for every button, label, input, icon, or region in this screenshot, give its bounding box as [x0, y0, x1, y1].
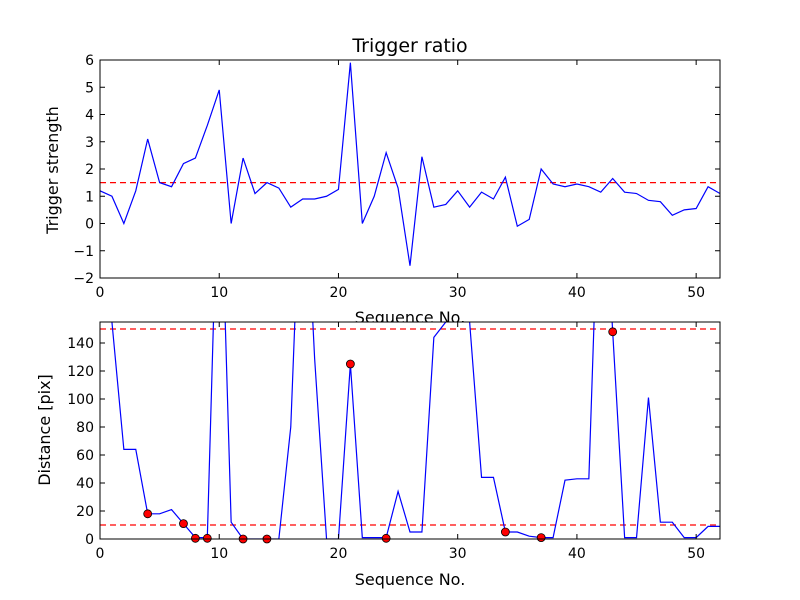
- top-y-tick-label-1: −1: [73, 244, 94, 260]
- bottom-x-tick-label-2: 20: [330, 546, 348, 562]
- top-y-tick-label-7: 5: [85, 80, 94, 96]
- top-y-tick-label-6: 4: [85, 108, 94, 124]
- bottom-y-tick-label-4: 80: [76, 420, 94, 436]
- bottom-x-tick-label-4: 40: [568, 546, 586, 562]
- bottom-x-tick-label-5: 50: [687, 546, 705, 562]
- chart-title: Trigger ratio: [351, 35, 467, 57]
- bottom-y-tick-label-5: 100: [67, 392, 94, 408]
- bottom-plot-frame: [99, 321, 721, 540]
- top-x-tick-label-3: 30: [449, 285, 467, 301]
- bottom-marker-0: [143, 509, 153, 519]
- bottom-x-tick-label-0: 0: [96, 546, 105, 562]
- bottom-marker-6: [345, 359, 355, 369]
- top-y-tick-label-2: 0: [85, 217, 94, 233]
- top-plot-area: [100, 60, 720, 278]
- bottom-marker-10: [608, 327, 618, 337]
- top-x-tick-label-2: 20: [330, 285, 348, 301]
- top-y-tick-label-5: 3: [85, 135, 94, 151]
- bottom-marker-1: [179, 519, 188, 528]
- bottom-y-tick-label-6: 120: [67, 364, 94, 380]
- bottom-y-tick-label-0: 0: [85, 532, 94, 548]
- bottom-x-axis-label: Sequence No.: [355, 570, 466, 589]
- top-x-tick-label-4: 40: [568, 285, 586, 301]
- bottom-marker-2: [190, 533, 200, 543]
- top-x-tick-label-0: 0: [96, 285, 105, 301]
- bottom-y-tick-label-1: 20: [76, 504, 94, 520]
- bottom-x-tick-label-3: 30: [449, 546, 467, 562]
- distance-plot: 0 10 20 30 40 50 0 20 40 60 80 100 120 140: [67, 321, 721, 562]
- bottom-marker-8: [500, 527, 510, 537]
- bottom-y-tick-label-3: 60: [76, 448, 94, 464]
- bottom-marker-7: [381, 533, 391, 543]
- top-y-axis-label: Trigger strength: [43, 106, 62, 235]
- bottom-x-tick-label-1: 10: [210, 546, 228, 562]
- bottom-y-axis-label: Distance [pix]: [35, 374, 54, 486]
- bottom-marker-9: [536, 533, 546, 542]
- top-x-tick-label-5: 50: [687, 285, 705, 301]
- top-y-tick-label-3: 1: [85, 189, 94, 205]
- bottom-y-tick-label-2: 40: [76, 476, 94, 492]
- top-x-tick-label-1: 10: [210, 285, 228, 301]
- bottom-marker-3: [202, 533, 212, 543]
- trigger-ratio-plot: 0 10 20 30 40 50 −2 −1 0 1 2 3 4 5 6: [73, 53, 721, 301]
- top-series-line-0: [100, 62, 720, 266]
- bottom-plot-area: [100, 322, 720, 539]
- bottom-y-tick-label-7: 140: [67, 336, 94, 352]
- top-y-tick-label-0: −2: [73, 271, 94, 287]
- top-y-tick-label-8: 6: [85, 53, 94, 69]
- top-y-tick-label-4: 2: [85, 162, 94, 178]
